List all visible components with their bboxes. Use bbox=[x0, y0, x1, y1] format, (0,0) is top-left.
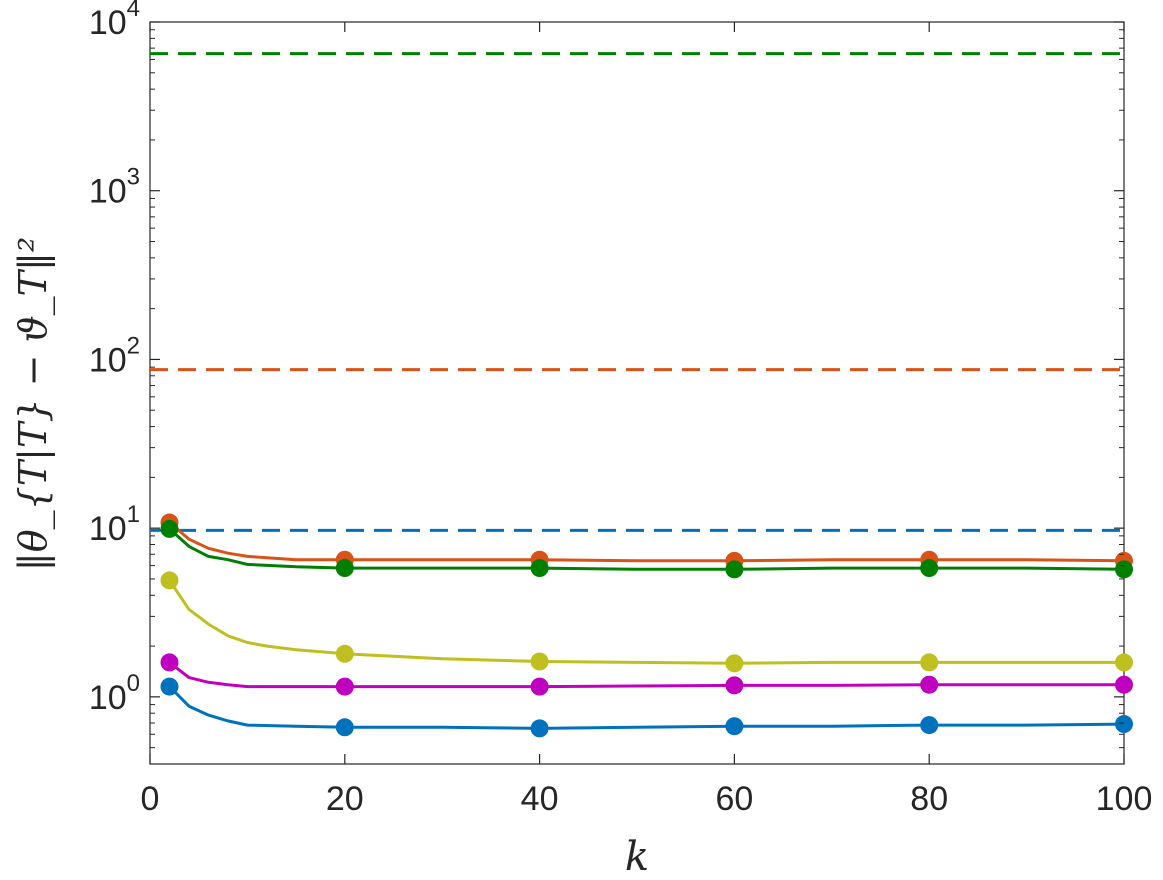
x-axis-label: k bbox=[625, 834, 649, 880]
series-marker-1 bbox=[920, 559, 939, 578]
plot-area bbox=[149, 21, 1125, 765]
series-line-2 bbox=[168, 579, 1124, 665]
reference-lines bbox=[150, 52, 1124, 532]
x-tick-label: 80 bbox=[910, 780, 948, 818]
y-tick-label: 101 bbox=[89, 501, 140, 548]
series-marker-4 bbox=[1115, 715, 1133, 734]
series-line-0 bbox=[168, 521, 1125, 563]
y-axis-label: ‖θ_{T|T} − ϑ_T‖² bbox=[11, 237, 56, 571]
series-line-3 bbox=[168, 661, 1124, 689]
series-marker-2 bbox=[335, 644, 354, 663]
y-axis-ticks: 100 101 102 103 104 bbox=[89, 0, 1124, 765]
series-marker-2 bbox=[530, 652, 549, 671]
series-marker-3 bbox=[920, 675, 939, 694]
series-lines bbox=[168, 521, 1125, 730]
x-axis-ticks: 0 20 40 60 80 100 bbox=[141, 22, 1153, 818]
series-line-4 bbox=[168, 685, 1125, 730]
series-marker-2 bbox=[920, 653, 939, 672]
series-marker-1 bbox=[725, 560, 744, 579]
series-marker-2 bbox=[1115, 653, 1133, 672]
series-marker-4 bbox=[160, 677, 179, 696]
y-tick-label: 100 bbox=[89, 670, 140, 717]
axes-frame bbox=[149, 21, 1125, 765]
series-marker-3 bbox=[335, 677, 354, 696]
series-line-1 bbox=[168, 527, 1125, 571]
series-markers bbox=[160, 513, 1133, 738]
series-marker-4 bbox=[920, 716, 939, 735]
series-marker-1 bbox=[1115, 560, 1133, 579]
series-marker-4 bbox=[335, 718, 354, 737]
series-marker-3 bbox=[160, 653, 179, 672]
x-tick-label: 20 bbox=[326, 780, 364, 818]
x-tick-label: 0 bbox=[141, 780, 160, 818]
series-marker-1 bbox=[530, 559, 549, 578]
x-tick-label: 60 bbox=[715, 780, 753, 818]
series-marker-4 bbox=[530, 719, 549, 738]
x-tick-label: 40 bbox=[521, 780, 559, 818]
series-marker-2 bbox=[725, 654, 744, 673]
series-marker-3 bbox=[1115, 675, 1133, 694]
series-marker-3 bbox=[530, 677, 549, 696]
series-marker-4 bbox=[725, 717, 744, 736]
series-marker-3 bbox=[725, 676, 744, 695]
x-tick-label: 100 bbox=[1096, 780, 1153, 818]
series-marker-1 bbox=[160, 519, 179, 538]
y-tick-label: 102 bbox=[89, 332, 140, 379]
y-tick-label: 104 bbox=[89, 0, 140, 42]
series-marker-1 bbox=[335, 559, 354, 578]
y-tick-label: 103 bbox=[89, 164, 140, 211]
series-marker-2 bbox=[160, 571, 179, 590]
